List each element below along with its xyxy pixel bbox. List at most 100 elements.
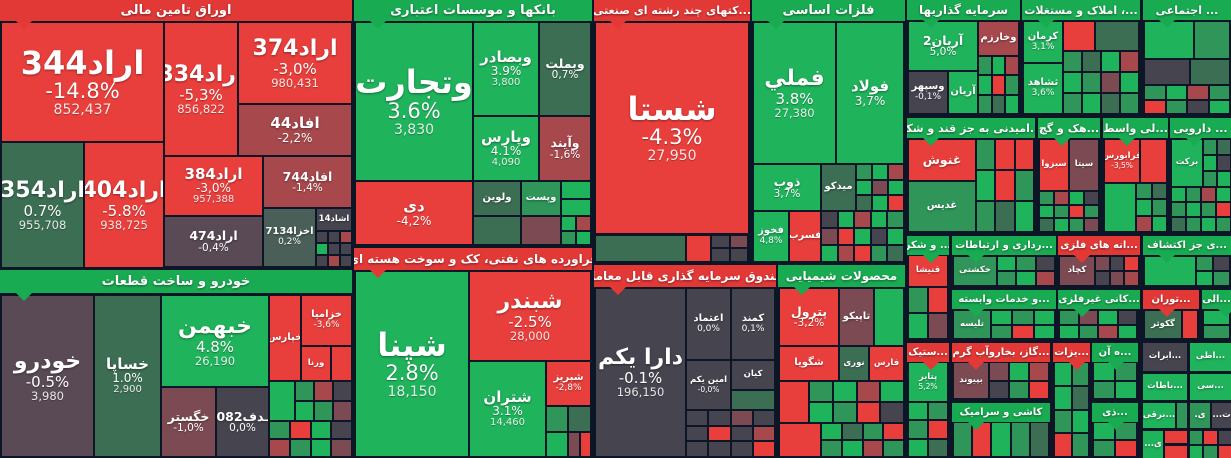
stock-tile-small[interactable] [1204,431,1217,444]
stock-tile-small[interactable] [332,440,351,456]
stock-tile[interactable]: شبندر -2.5% 28,000 [470,272,590,360]
stock-tile[interactable]: شتران 3.1% 14,460 [470,362,545,456]
stock-tile-small[interactable] [1094,363,1114,380]
stock-tile-small[interactable] [855,246,870,261]
stock-tile[interactable]: وسپهر -0,1% [909,72,947,113]
sector-header-oil-products[interactable]: فراورده های نفتی، کک و سوخت هسته ای [354,248,592,270]
stock-tile-small[interactable] [992,311,1012,324]
stock-tile-small[interactable] [1218,156,1230,170]
stock-tile-small[interactable] [1096,22,1138,50]
stock-tile-small[interactable] [1152,200,1166,215]
stock-tile-small[interactable] [1172,203,1185,216]
stock-tile-small[interactable] [332,347,351,380]
stock-tile-small[interactable] [822,441,841,456]
stock-tile-small[interactable] [881,382,903,401]
stock-tile-small[interactable] [334,382,351,400]
stock-tile-small[interactable] [822,246,837,261]
stock-tile-small[interactable] [1121,52,1138,71]
stock-tile[interactable]: نوری [840,347,868,380]
stock-tile-small[interactable] [296,382,313,400]
sector-header-conglomerates[interactable]: ...کتهای چند رشته ای صنعتی [594,0,750,21]
stock-tile-small[interactable] [838,246,854,261]
stock-tile[interactable]: گکوثر [1145,311,1181,338]
stock-tile-small[interactable] [311,440,331,456]
stock-tile[interactable]: وبملت 0,7% [540,23,590,115]
stock-tile-small[interactable] [1085,192,1098,204]
stock-tile-small[interactable] [1190,445,1203,458]
stock-tile-small[interactable] [753,426,774,441]
stock-tile-small[interactable] [1055,434,1071,456]
stock-tile[interactable]: بپیوند [954,363,988,398]
stock-tile-small[interactable] [1177,403,1187,428]
stock-tile-small[interactable] [334,402,351,420]
stock-tile-small[interactable] [1202,218,1215,231]
stock-tile-small[interactable] [810,403,832,422]
stock-tile-small[interactable] [1055,386,1071,409]
stock-tile-small[interactable] [1125,257,1138,270]
sector-header-power-gas[interactable]: ...گاز، بخاروآب گرم [952,343,1050,362]
stock-tile[interactable]: فولاد 3,7% [837,23,903,163]
stock-tile-small[interactable] [569,433,579,456]
stock-tile-small[interactable] [1121,73,1138,92]
stock-tile-small[interactable] [1197,272,1212,285]
stock-tile-small[interactable] [871,212,887,227]
stock-tile[interactable]: وپست [522,182,560,215]
stock-tile[interactable]: ...اطی [1190,343,1231,371]
stock-tile[interactable]: دی -4,2% [356,182,472,244]
stock-tile-small[interactable] [780,424,820,456]
stock-tile[interactable]: خپارس [270,296,300,380]
stock-tile[interactable]: فارس [870,347,903,380]
stock-tile-small[interactable] [1011,423,1029,456]
stock-tile-small[interactable] [1064,73,1081,92]
stock-tile-small[interactable] [873,165,887,179]
stock-tile[interactable]: اراد404 -5.8% 938,725 [85,143,163,267]
stock-tile-small[interactable] [1137,216,1151,231]
stock-tile-small[interactable] [810,382,832,401]
stock-tile[interactable]: فرابورس-3,5% [1105,140,1139,182]
stock-tile-small[interactable] [1152,216,1166,231]
sector-header-auto[interactable]: خودرو و ساخت قطعات [0,270,352,293]
stock-tile[interactable]: فسرب [790,212,820,261]
stock-tile-small[interactable] [1013,325,1033,338]
stock-tile-small[interactable] [1172,188,1185,201]
stock-tile-small[interactable] [329,232,339,242]
stock-tile-small[interactable] [1030,363,1048,380]
stock-tile-small[interactable] [1202,188,1215,201]
sector-header-fin-intermediary[interactable]: ...لی واسط [1103,118,1168,138]
stock-tile-small[interactable] [1030,381,1048,398]
stock-tile[interactable]: اعتماد 0,0% [687,289,730,359]
stock-tile-small[interactable] [687,411,708,425]
stock-tile-small[interactable] [317,244,327,254]
stock-tile-small[interactable] [992,325,1012,338]
stock-tile-small[interactable] [1165,431,1187,443]
stock-tile-small[interactable] [855,212,870,227]
stock-tile-small[interactable] [1079,325,1097,338]
stock-tile-small[interactable] [929,288,947,312]
stock-tile[interactable]: وبصادر 3.9% 3,800 [474,23,538,115]
stock-tile[interactable]: اراد384 -3,0% 957,388 [165,157,262,215]
stock-tile[interactable]: ولوین [474,182,520,215]
stock-tile-small[interactable] [1070,205,1083,218]
stock-tile-small[interactable] [1102,73,1119,92]
stock-tile-small[interactable] [1191,60,1229,84]
stock-tile[interactable]: شستا -4.3% 27,950 [596,23,748,233]
stock-tile-small[interactable] [1064,22,1094,50]
stock-tile-small[interactable] [990,381,1008,398]
stock-tile[interactable]: ورنا [302,347,330,380]
sector-header-metals[interactable]: فلزات اساسی [752,0,905,21]
stock-tile[interactable]: میدکو [822,165,855,210]
stock-tile-small[interactable] [1055,205,1068,218]
sector-header-ceramic[interactable]: کاشی و سرامیک [952,403,1050,422]
stock-tile-small[interactable] [290,422,310,438]
stock-tile-small[interactable] [1214,257,1229,270]
stock-tile-small[interactable] [875,289,903,345]
stock-tile[interactable]: تاپیکو [840,289,873,345]
stock-tile-small[interactable] [1110,272,1124,285]
stock-tile-small[interactable] [855,229,870,244]
stock-tile-small[interactable] [998,257,1016,270]
stock-tile[interactable]: تلیسه [954,311,990,338]
stock-tile-small[interactable] [1072,386,1088,409]
stock-tile-small[interactable] [709,411,730,425]
sector-header-chemicals[interactable]: محصولات شیمیایی [778,265,905,287]
stock-tile-small[interactable] [1204,140,1216,154]
